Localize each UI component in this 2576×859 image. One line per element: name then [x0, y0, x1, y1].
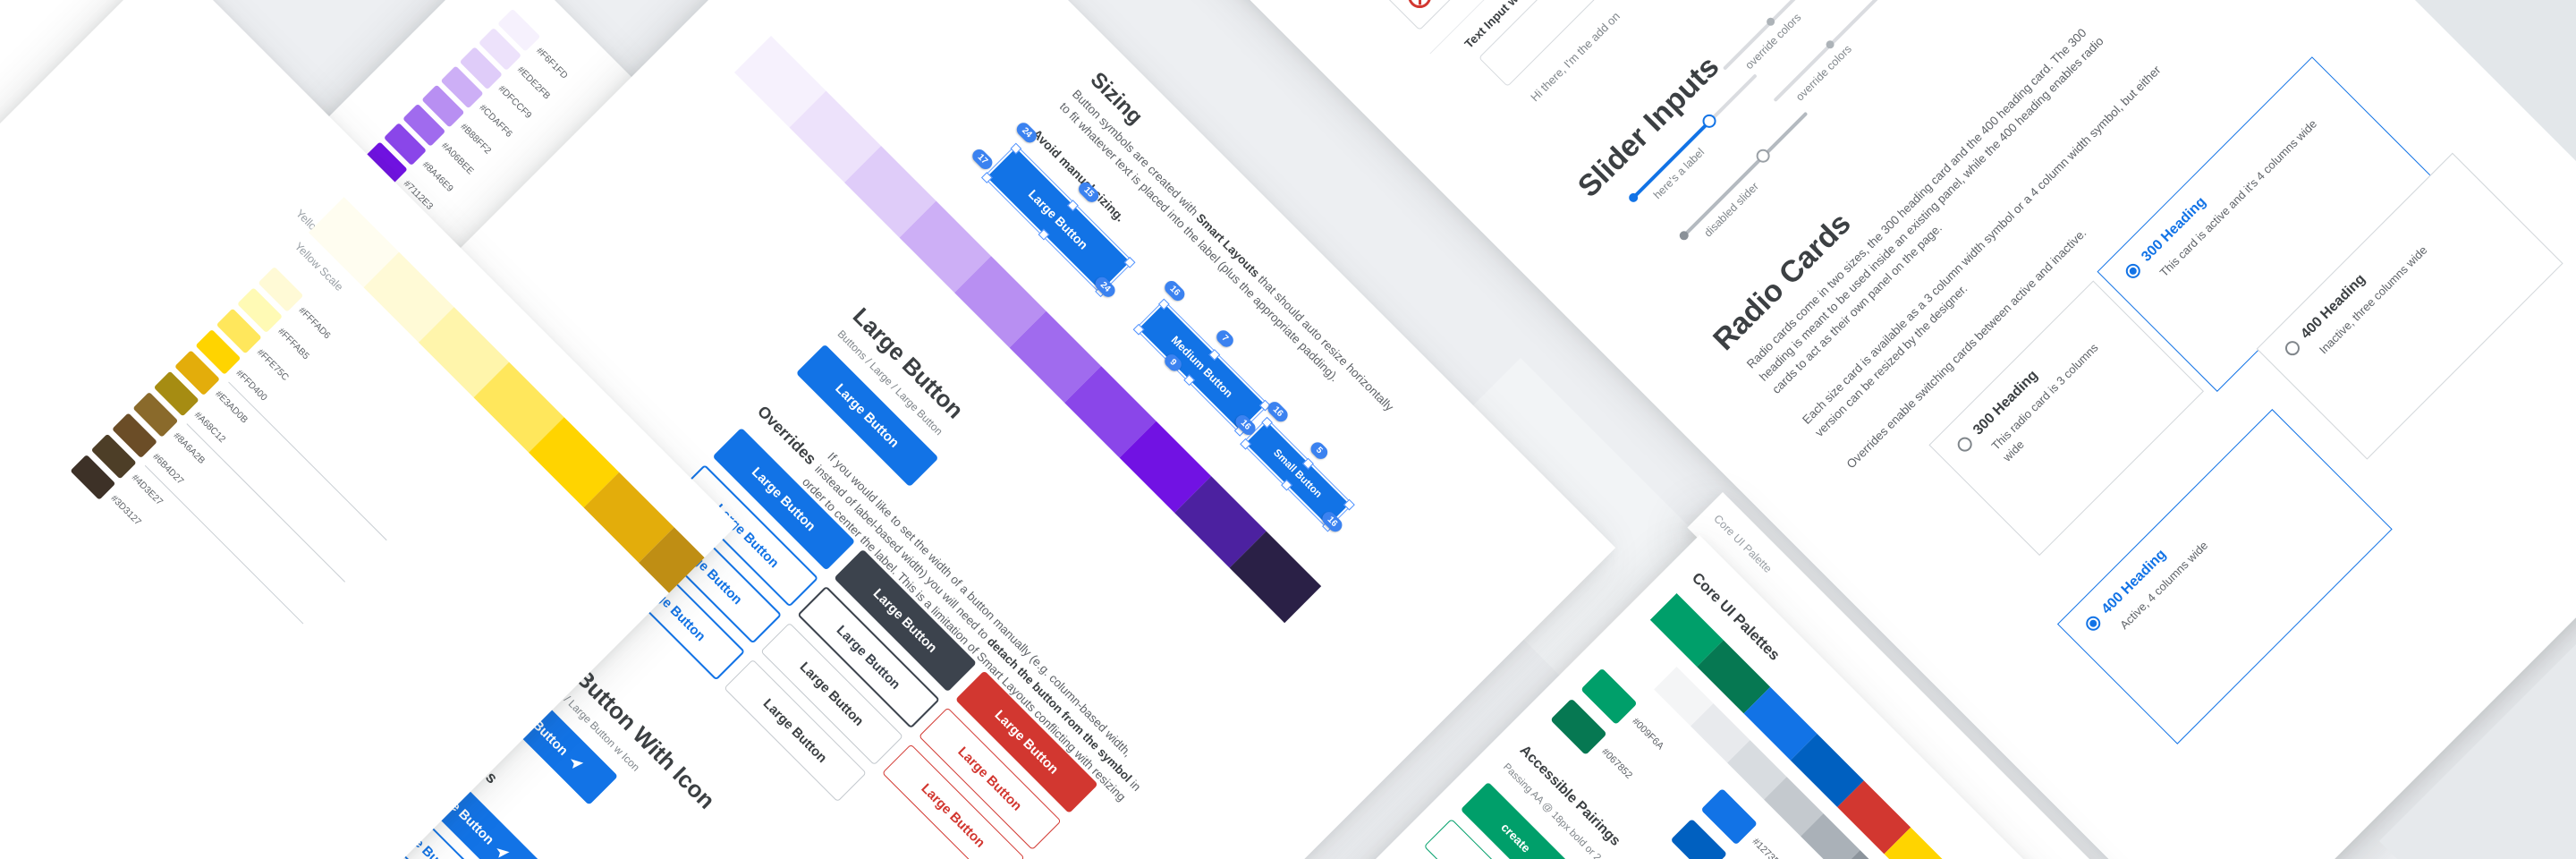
measurement-badge: 16	[1319, 509, 1345, 535]
swatch-hex-label: #A68C12	[191, 409, 228, 446]
swatch-hex-label: #1273E6	[1750, 836, 1786, 859]
swatch-hex-label: #FFFAB5	[275, 326, 312, 362]
radio-icon[interactable]	[1954, 434, 1976, 455]
measurement-badge: 5	[1308, 439, 1330, 462]
selection-handle-icon[interactable]	[1157, 298, 1170, 310]
radio-selected-icon[interactable]	[2082, 613, 2104, 634]
swatch-hex-label: #3D3127	[108, 493, 144, 528]
swatch-hex-label: #B88FF2	[458, 121, 494, 157]
contrast-divider	[144, 464, 304, 625]
selection-handle-icon[interactable]	[980, 172, 993, 183]
swatch-hex-label: #FFE75C	[254, 346, 292, 383]
measurement-badge: 17	[970, 146, 996, 173]
swatch-hex-label: #6B4D27	[150, 451, 186, 487]
selection-handle-icon[interactable]	[1240, 438, 1251, 450]
send-icon	[571, 759, 584, 769]
selection-handle-icon[interactable]	[1038, 228, 1050, 241]
swatch-hex-label: #8A6A2B	[171, 430, 208, 466]
selection-handle-icon[interactable]	[1183, 374, 1195, 387]
selection-handle-icon[interactable]	[1132, 323, 1145, 336]
selection-handle-icon[interactable]	[1261, 416, 1273, 429]
selection-handle-icon[interactable]	[1067, 200, 1079, 211]
swatch-hex-label: #DFCCF9	[496, 83, 534, 122]
selection-handle-icon[interactable]	[1123, 256, 1136, 268]
annotated-button-medium-button[interactable]: Medium Button 16 7 9 16	[1132, 277, 1271, 440]
contrast-divider	[228, 381, 387, 541]
swatch-hex-label: #FFFAD6	[296, 305, 333, 342]
swatch-hex-label: #A06BEE	[439, 140, 476, 177]
button-label: Large Button	[1025, 186, 1091, 252]
large-button-icon-primary[interactable]: Large Button	[469, 656, 619, 805]
buttons-doc-card: Sizing Button symbols are created with S…	[65, 0, 1616, 859]
swatch-hex-label: #009F6A	[1630, 716, 1666, 753]
radio-icon[interactable]	[2282, 337, 2303, 359]
measurement-badge: 7	[1214, 327, 1236, 350]
send-icon	[496, 847, 510, 858]
swatch-hex-label: #E3AD0B	[213, 388, 250, 426]
contrast-divider	[186, 423, 345, 583]
selection-handle-icon[interactable]	[1208, 349, 1221, 361]
radio-selected-icon[interactable]	[2123, 260, 2144, 282]
annotated-button-large-button[interactable]: Large Button 24 15 17 24	[970, 120, 1136, 301]
selection-handle-icon[interactable]	[1302, 457, 1314, 470]
swatch-hex-label: #067852	[1599, 746, 1635, 781]
swatch-hex-label: #F6F1FD	[534, 45, 571, 81]
swatch-hex-label: #8A46E9	[419, 159, 455, 195]
swatch-hex-label: #4D3E27	[129, 472, 165, 508]
selection-handle-icon[interactable]	[1010, 142, 1022, 155]
no-entry-icon	[1402, 0, 1436, 13]
selection-handle-icon[interactable]	[1343, 498, 1355, 511]
swatch-hex-label: #CDAFF6	[477, 102, 515, 140]
swatch-hex-label: #EDE2FB	[514, 64, 553, 102]
annotated-button-small-button[interactable]: Small Button 16 5 16	[1240, 399, 1355, 535]
selection-handle-icon[interactable]	[1281, 479, 1292, 491]
swatch-hex-label: #FFD400	[233, 368, 269, 404]
override-button-v-blue[interactable]: Large Button	[394, 744, 545, 859]
measurement-badge: 24	[1092, 274, 1118, 301]
